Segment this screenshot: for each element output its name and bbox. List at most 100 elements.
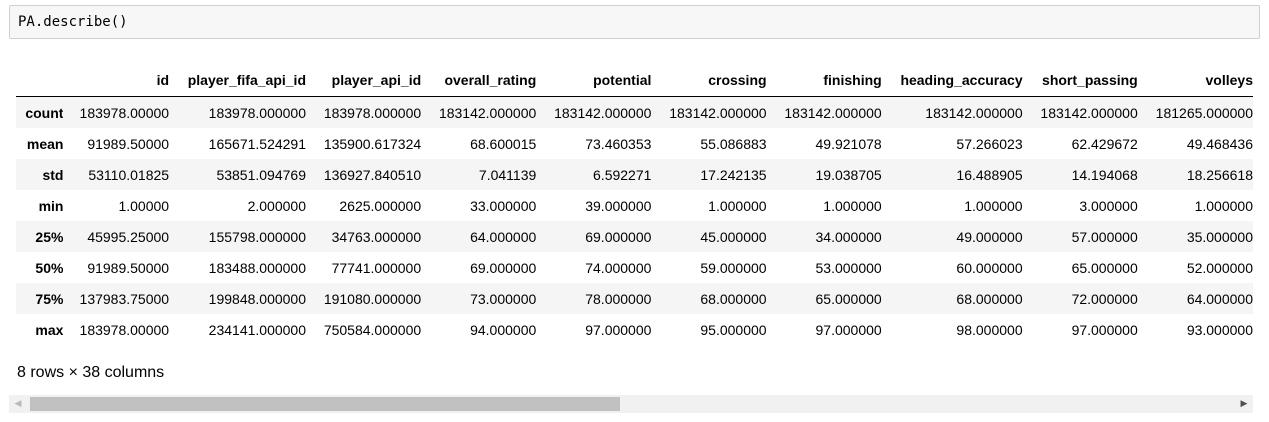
table-cell: 183488.000000 <box>208 259 306 276</box>
table-row: mean 91989.50000 165671.524291 135900.61732… <box>16 128 1253 159</box>
table-cell: 60.000000 <box>956 259 1023 276</box>
table-cell: 91989.50000 <box>87 135 170 152</box>
column-header: crossing <box>651 64 767 97</box>
table-cell: 97.000000 <box>815 321 882 338</box>
table-cell: 136927.840510 <box>323 166 422 183</box>
table-cell: 18.256618 <box>1186 166 1253 183</box>
dataframe-table: id player_fifa_api_id player_api_id overall… <box>16 64 1253 345</box>
column-header: potential <box>536 64 652 97</box>
column-header: short_passing <box>1022 64 1138 97</box>
table-cell: 14.194068 <box>1071 166 1138 183</box>
table-cell: 183142.000000 <box>554 104 652 121</box>
row-index-label: mean <box>26 135 64 152</box>
table-cell: 1.000000 <box>964 197 1023 214</box>
table-row: min 1.00000 2.000000 2625.000000 33.000000 39… <box>16 190 1253 221</box>
table-cell: 52.000000 <box>1186 259 1253 276</box>
table-cell: 53110.01825 <box>88 166 170 183</box>
table-cell: 68.600015 <box>470 135 537 152</box>
table-cell: 3.000000 <box>1079 197 1138 214</box>
code-input-cell[interactable]: PA.describe() <box>9 5 1260 39</box>
column-header: id <box>63 64 170 97</box>
table-cell: 95.000000 <box>700 321 767 338</box>
table-cell: 34763.000000 <box>331 228 422 245</box>
table-cell: 33.000000 <box>470 197 537 214</box>
table-cell: 183142.000000 <box>669 104 767 121</box>
table-cell: 2.000000 <box>247 197 306 214</box>
scrollbar-thumb[interactable] <box>30 397 620 411</box>
table-cell: 72.000000 <box>1071 290 1138 307</box>
table-cell: 94.000000 <box>470 321 537 338</box>
row-index-label: count <box>25 104 64 121</box>
table-row: count 183978.00000 183978.000000 183978.000… <box>16 96 1253 128</box>
table-cell: 183142.000000 <box>438 104 537 121</box>
row-index-label: max <box>35 321 64 338</box>
table-cell: 2625.000000 <box>339 197 422 214</box>
column-header: heading_accuracy <box>881 64 1023 97</box>
table-cell: 77741.000000 <box>331 259 422 276</box>
table-cell: 97.000000 <box>585 321 652 338</box>
table-cell: 53.000000 <box>815 259 882 276</box>
table-header: id player_fifa_api_id player_api_id overall… <box>16 64 1253 97</box>
table-cell: 183978.00000 <box>79 321 170 338</box>
scroll-right-arrow-icon[interactable]: ▶ <box>1240 399 1248 409</box>
table-cell: 59.000000 <box>700 259 767 276</box>
table-cell: 199848.000000 <box>208 290 306 307</box>
table-cell: 93.000000 <box>1186 321 1253 338</box>
row-index-label: 50% <box>35 259 64 276</box>
table-cell: 64.000000 <box>1186 290 1253 307</box>
table-cell: 155798.000000 <box>208 228 306 245</box>
table-cell: 55.086883 <box>700 135 767 152</box>
table-cell: 165671.524291 <box>208 135 306 152</box>
table-cell: 183978.000000 <box>208 104 306 121</box>
table-cell: 73.460353 <box>585 135 652 152</box>
table-cell: 183142.000000 <box>784 104 882 121</box>
table-cell: 16.488905 <box>956 166 1023 183</box>
table-cell: 53851.094769 <box>216 166 306 183</box>
table-cell: 7.041139 <box>478 166 537 183</box>
table-cell: 234141.000000 <box>208 321 306 338</box>
column-header: finishing <box>766 64 882 97</box>
table-cell: 62.429672 <box>1071 135 1138 152</box>
table-cell: 97.000000 <box>1071 321 1138 338</box>
table-cell: 750584.000000 <box>323 321 422 338</box>
column-header: volleys <box>1137 64 1253 97</box>
table-body: count 183978.00000 183978.000000 183978.000… <box>16 96 1253 346</box>
row-index-label: 75% <box>35 290 64 307</box>
table-cell: 45.000000 <box>700 228 767 245</box>
output-area: id player_fifa_api_id player_api_id overall… <box>16 64 1253 346</box>
table-row: max 183978.00000 234141.000000 750584.00000… <box>16 314 1253 345</box>
table-cell: 1.00000 <box>118 197 170 214</box>
table-cell: 183978.000000 <box>323 104 422 121</box>
table-cell: 49.468436 <box>1186 135 1253 152</box>
table-cell: 137983.75000 <box>79 290 170 307</box>
code-text[interactable]: PA.describe() <box>18 14 128 30</box>
scroll-left-arrow-icon[interactable]: ◀ <box>14 399 22 409</box>
table-cell: 78.000000 <box>585 290 652 307</box>
table-cell: 35.000000 <box>1186 228 1253 245</box>
table-cell: 49.921078 <box>815 135 882 152</box>
table-row: std 53110.01825 53851.094769 136927.840510 7… <box>16 159 1253 190</box>
table-cell: 183142.000000 <box>1040 104 1138 121</box>
table-cell: 1.000000 <box>1194 197 1253 214</box>
column-header: player_api_id <box>306 64 422 97</box>
table-cell: 68.000000 <box>956 290 1023 307</box>
table-cell: 135900.617324 <box>323 135 422 152</box>
table-cell: 65.000000 <box>815 290 882 307</box>
table-cell: 65.000000 <box>1071 259 1138 276</box>
table-cell: 69.000000 <box>585 228 652 245</box>
table-cell: 49.000000 <box>956 228 1023 245</box>
table-cell: 191080.000000 <box>323 290 422 307</box>
table-cell: 73.000000 <box>470 290 537 307</box>
table-cell: 57.266023 <box>956 135 1023 152</box>
index-header <box>16 64 64 97</box>
table-cell: 19.038705 <box>815 166 882 183</box>
table-cell: 91989.50000 <box>87 259 170 276</box>
table-row: 75% 137983.75000 199848.000000 191080.00000… <box>16 283 1253 314</box>
row-index-label: 25% <box>35 228 64 245</box>
table-cell: 1.000000 <box>708 197 767 214</box>
horizontal-scrollbar[interactable]: ◀ ▶ <box>9 395 1253 413</box>
table-cell: 74.000000 <box>585 259 652 276</box>
header-row: id player_fifa_api_id player_api_id overall… <box>16 64 1253 97</box>
dataframe-shape-summary: 8 rows × 38 columns <box>17 364 165 381</box>
table-cell: 1.000000 <box>823 197 882 214</box>
